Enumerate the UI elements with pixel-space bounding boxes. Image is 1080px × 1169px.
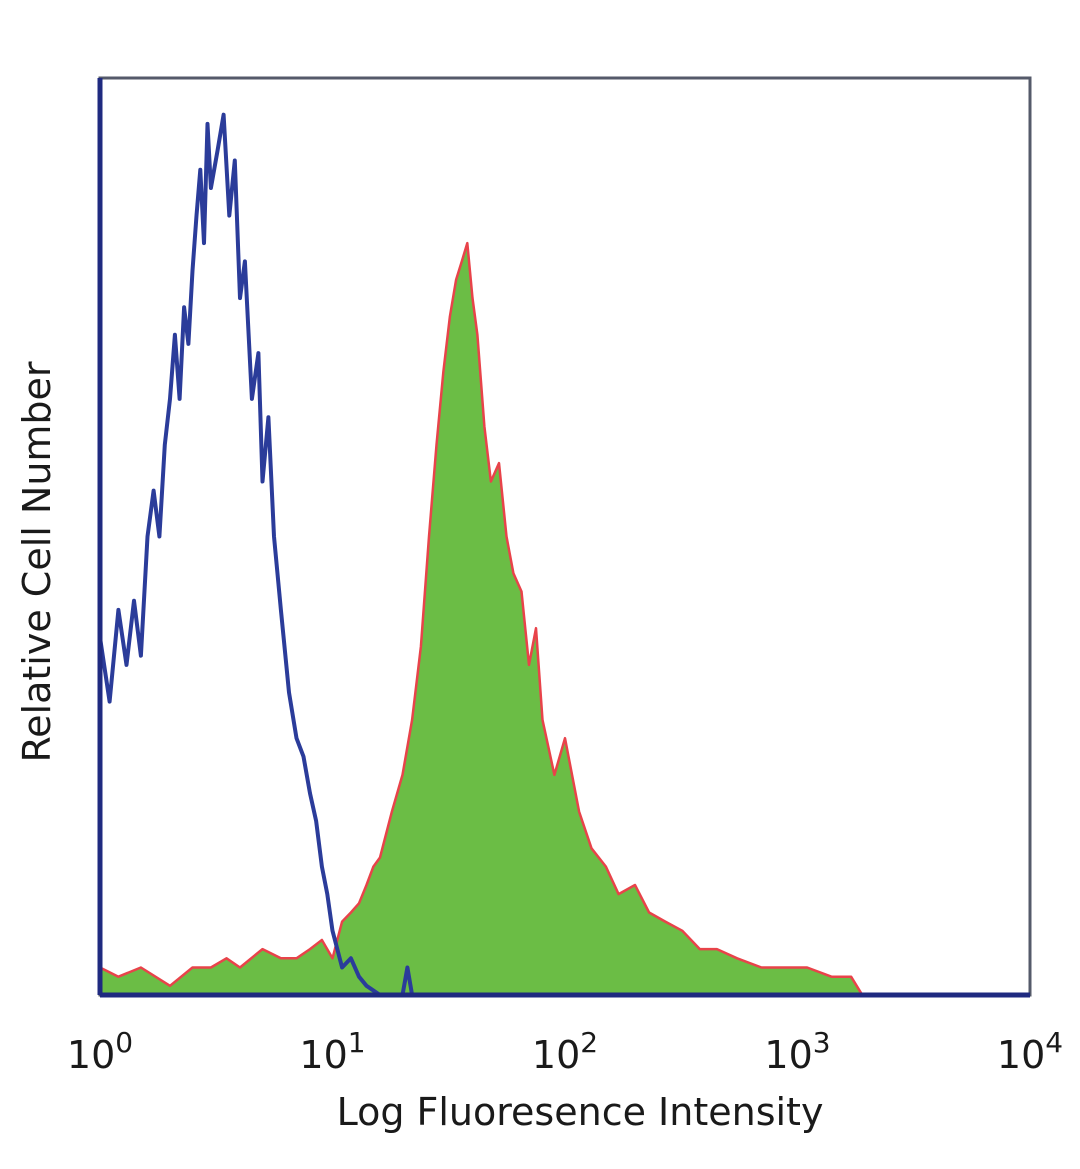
x-tick-layer: 100 101 102 103 104: [67, 1026, 1063, 1077]
series-0-outline: [98, 112, 415, 997]
series-1-area: [100, 243, 863, 996]
x-tick-label: 102: [532, 1026, 598, 1077]
x-axis-title: Log Fluoresence Intensity: [337, 1090, 824, 1134]
series-layer: [98, 112, 864, 997]
x-tick-label: 104: [997, 1026, 1063, 1077]
series-1-edge: [99, 241, 864, 996]
x-tick-label: 100: [67, 1026, 133, 1077]
y-axis-title: Relative Cell Number: [15, 361, 59, 762]
x-tick-label: 101: [299, 1026, 365, 1077]
x-tick-label: 103: [764, 1026, 830, 1077]
